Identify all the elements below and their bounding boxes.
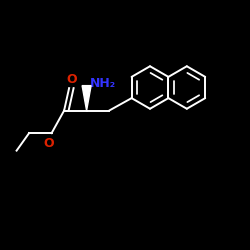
Polygon shape: [82, 86, 91, 111]
Text: O: O: [44, 137, 54, 150]
Text: NH₂: NH₂: [90, 77, 117, 90]
Text: O: O: [66, 73, 77, 86]
